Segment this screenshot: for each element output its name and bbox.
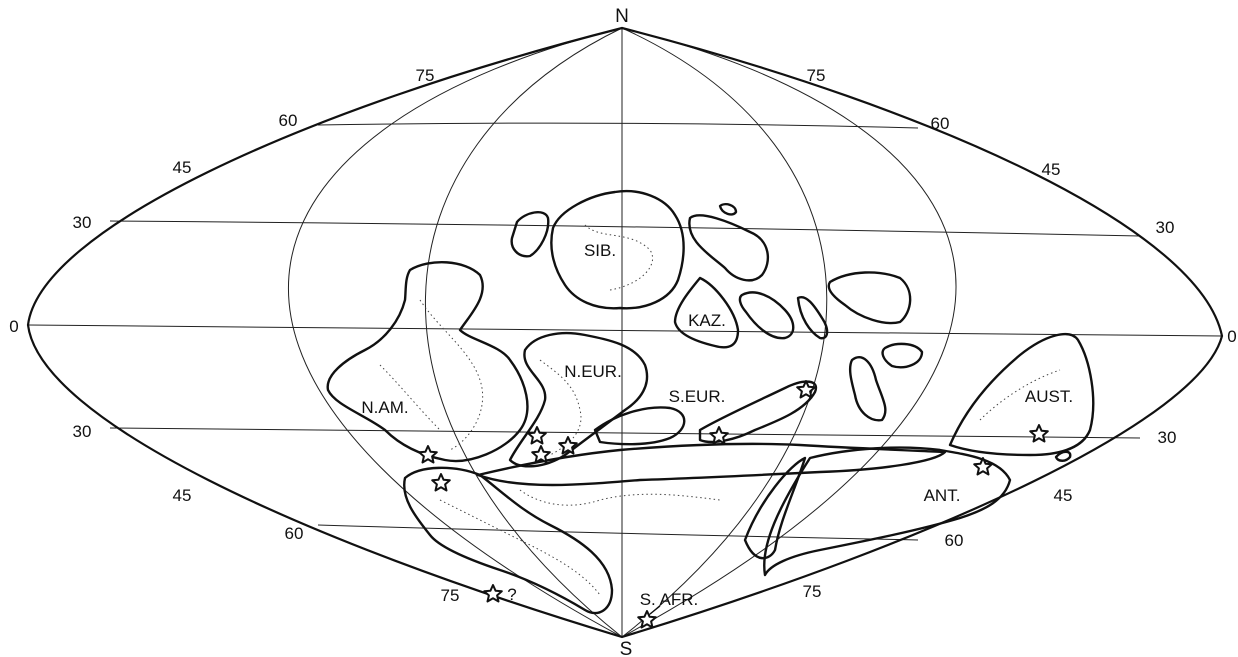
australia-landmass [948,332,1095,457]
north-pole-label: N [615,6,629,27]
lat-label-right-0: 0 [1227,327,1236,346]
lat-label-right-45s: 45 [1054,486,1073,505]
s-afr-pointer [649,605,661,615]
lat-label-right-60n: 60 [931,114,950,133]
islet-north [718,203,738,216]
region-label-aust: AUST. [1025,387,1073,406]
lat-label-left-75s: 75 [441,586,460,605]
region-label-kaz: KAZ. [688,311,726,330]
island-east-small [881,342,924,369]
star-marker [483,584,503,603]
lat-label-left-60n: 60 [279,111,298,130]
antarctica-landmass [763,446,1012,577]
lat-label-right-30s: 30 [1158,428,1177,447]
star-marker [973,457,993,476]
lat-label-left-60s: 60 [285,524,304,543]
lat-label-left-45n: 45 [173,158,192,177]
siberia-landmass [550,189,685,310]
region-label-s-afr: S. AFR. [640,590,699,609]
continents [326,189,1095,615]
island-east [827,271,912,325]
eastern-peninsula [698,380,818,444]
star-marker [796,380,816,399]
region-label-s-eur: S.EUR. [669,387,726,406]
lat-label-left-0: 0 [9,317,18,336]
map-outline [26,26,1224,639]
region-label-ant: ANT. [924,486,961,505]
south-pole-label: S [620,639,633,657]
lat-label-right-45n: 45 [1042,160,1061,179]
south-america-africa-landmass [403,466,614,615]
south-europe-landmass [593,406,686,446]
antarctica-east-wedge [743,456,807,560]
kazakhstania-landmass [673,276,740,349]
island-east-long [848,356,887,422]
star-marker [637,610,657,629]
lat-label-right-30n: 30 [1156,218,1175,237]
uncertain-locality-mark: ? [507,585,516,604]
island-central-east-1 [738,291,795,340]
island-central-east-2 [796,295,829,340]
lat-label-left-30s: 30 [73,422,92,441]
island-north-east [688,214,770,282]
star-marker [531,445,551,464]
star-marker [527,426,547,445]
lat-label-right-75s: 75 [803,582,822,601]
meridians [288,27,957,638]
island-west-siberia [510,211,550,258]
islet-south-east [1054,450,1072,462]
region-label-n-eur: N.EUR. [564,362,622,381]
star-marker [1029,424,1049,443]
lat-label-left-45s: 45 [173,486,192,505]
locality-stars [418,380,1049,629]
region-label-n-am: N.AM. [361,398,408,417]
north-america-landmass [326,261,529,463]
star-marker [431,473,451,492]
star-marker [558,436,578,455]
lat-label-right-60s: 60 [945,531,964,550]
north-europe-landmass [508,331,649,468]
star-marker [709,426,729,445]
lat-label-left-75n: 75 [416,66,435,85]
region-label-sib: SIB. [584,241,616,260]
star-marker [418,445,438,464]
lat-label-right-75n: 75 [807,66,826,85]
lat-label-left-30n: 30 [73,213,92,232]
